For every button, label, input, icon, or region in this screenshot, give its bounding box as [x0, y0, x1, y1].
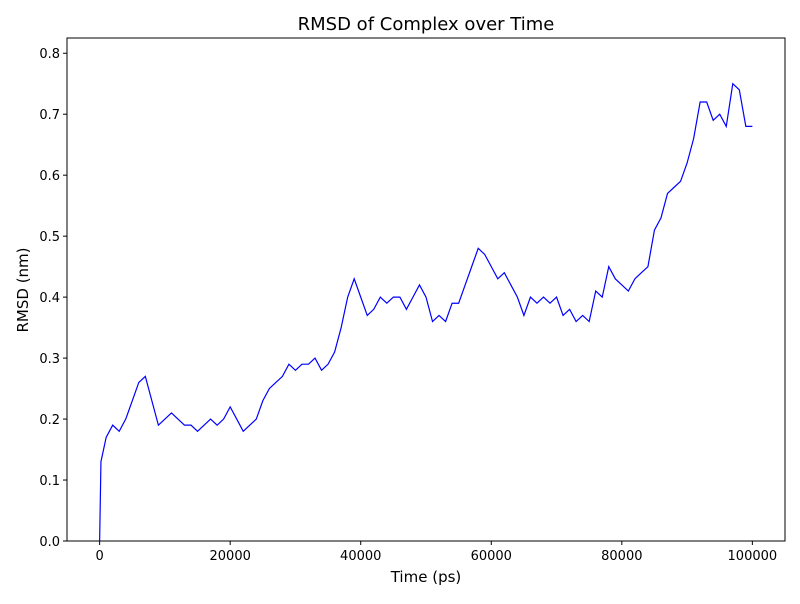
x-tick-label: 100000: [728, 549, 778, 564]
y-tick-label: 0.2: [39, 413, 60, 428]
x-tick-label: 60000: [471, 549, 512, 564]
y-tick-label: 0.8: [39, 47, 60, 62]
y-tick-label: 0.4: [39, 291, 60, 306]
y-tick-label: 0.7: [39, 108, 60, 123]
y-tick-label: 0.5: [39, 230, 60, 245]
y-tick-label: 0.1: [39, 474, 60, 489]
data-line: [99, 82, 753, 542]
x-tick-label: 40000: [340, 549, 381, 564]
plot-frame: [66, 37, 786, 542]
y-tick-label: 0.3: [39, 352, 60, 367]
y-tick-label: 0.6: [39, 169, 60, 184]
chart-title: RMSD of Complex over Time: [298, 14, 555, 35]
x-axis-label: Time (ps): [390, 568, 462, 586]
x-tick-label: 80000: [601, 549, 642, 564]
y-tick-label: 0.0: [39, 535, 60, 550]
x-tick-label: 0: [95, 549, 103, 564]
y-axis-label: RMSD (nm): [14, 247, 32, 332]
x-tick-label: 20000: [210, 549, 251, 564]
